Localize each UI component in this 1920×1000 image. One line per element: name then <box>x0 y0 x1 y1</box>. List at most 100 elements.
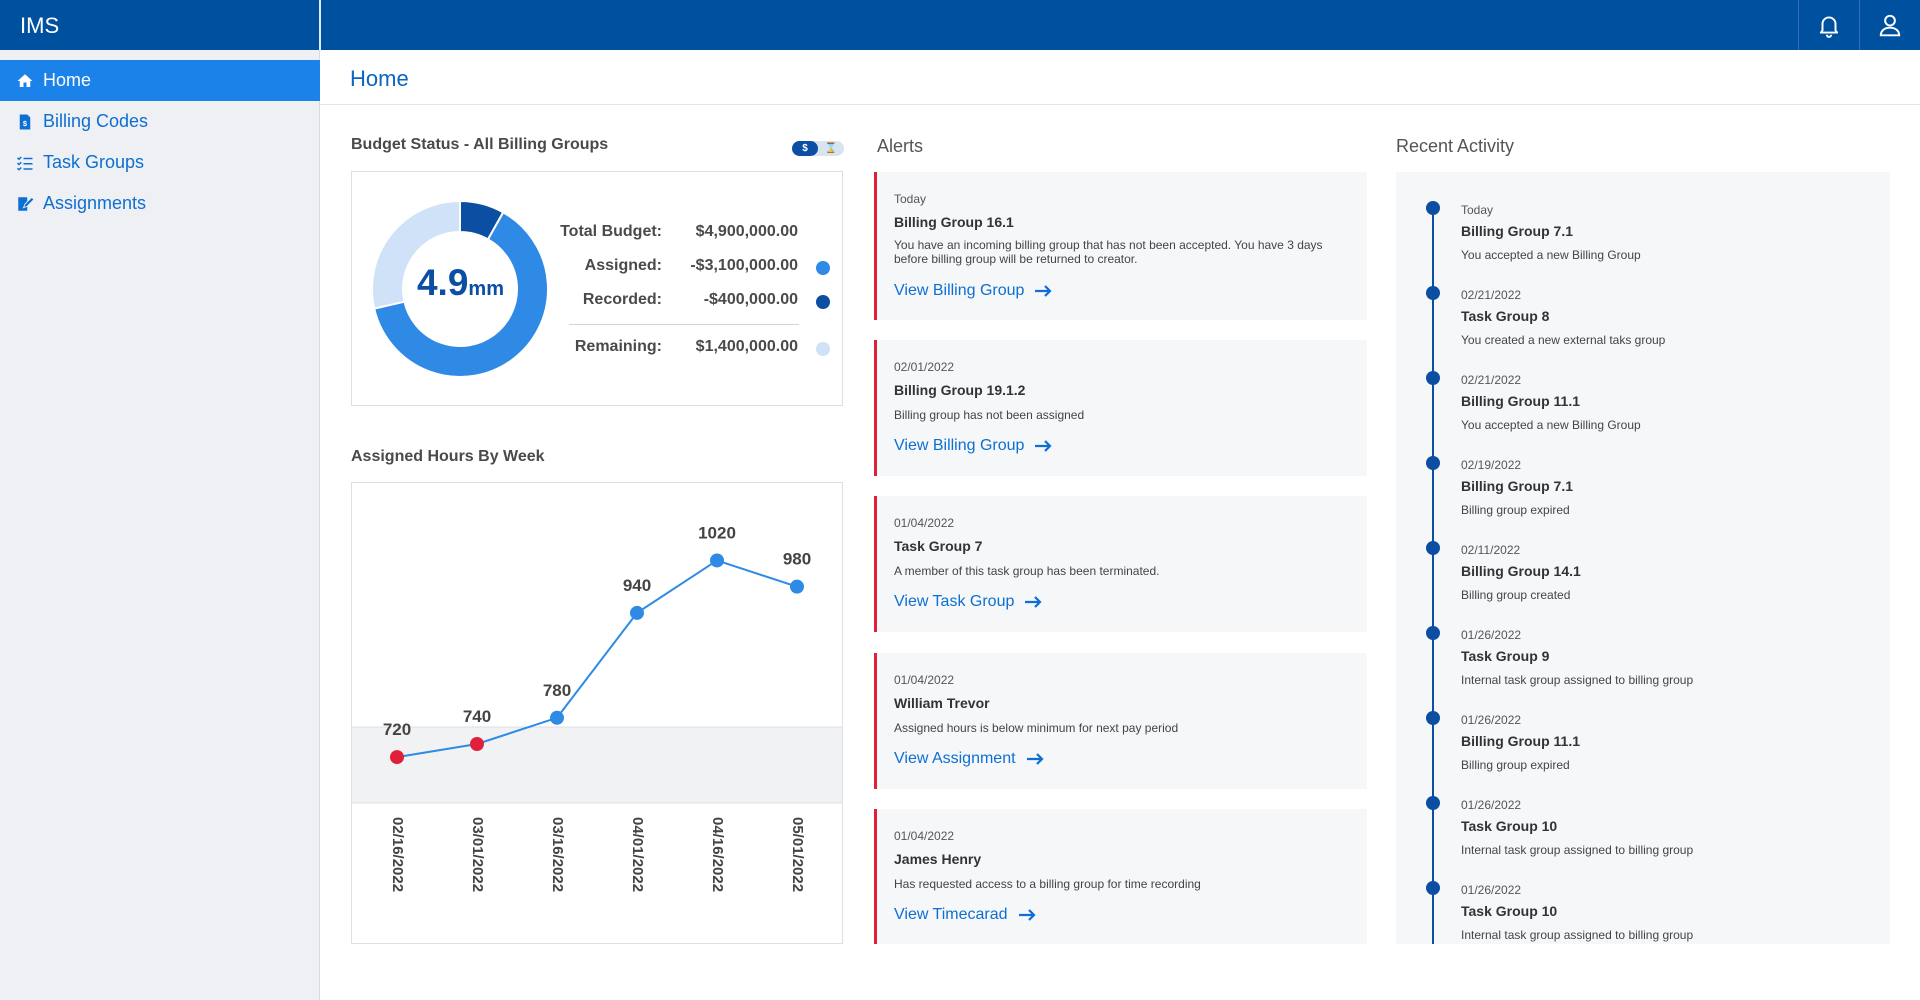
toggle-dollar-option[interactable]: $ <box>792 141 818 156</box>
alert-date: 01/04/2022 <box>894 673 955 687</box>
view-task-group-link[interactable]: View Task Group <box>894 593 1042 611</box>
alert-link-label: View Assignment <box>894 750 1016 767</box>
x-tick-label: 04/16/2022 <box>709 817 726 892</box>
profile-button[interactable] <box>1859 0 1919 50</box>
timeline-dot <box>1426 881 1440 895</box>
edit-document-icon <box>15 194 35 214</box>
sidebar-item-billing-codes[interactable]: $ Billing Codes <box>0 101 320 142</box>
svg-text:$: $ <box>23 118 28 127</box>
data-point[interactable] <box>550 710 564 725</box>
activity-date: Today <box>1461 203 1494 217</box>
budget-row-recorded: Recorded: -$400,000.00 <box>540 291 830 313</box>
alert-card: 01/04/2022 Task Group 7 A member of this… <box>874 496 1367 632</box>
below-minimum-band <box>352 727 842 803</box>
arrow-right-icon <box>1035 440 1052 452</box>
x-tick-label: 04/01/2022 <box>629 817 646 892</box>
x-tick-label: 03/01/2022 <box>469 817 486 892</box>
budget-row-value: $1,400,000.00 <box>695 338 798 355</box>
data-label: 940 <box>623 576 651 595</box>
timeline-line <box>1432 210 1434 944</box>
data-point[interactable] <box>470 737 484 751</box>
sidebar-item-task-groups[interactable]: Task Groups <box>0 142 320 183</box>
notifications-button[interactable] <box>1798 0 1858 50</box>
alert-link-label: View Billing Group <box>894 282 1025 299</box>
activity-title: Billing Group 7.1 <box>1461 223 1574 239</box>
alert-date: 02/01/2022 <box>894 360 955 374</box>
activity-message: You accepted a new Billing Group <box>1461 418 1641 432</box>
topbar-divider <box>319 0 321 50</box>
hours-chart-title: Assigned Hours By Week <box>351 448 545 465</box>
activity-title: Task Group 9 <box>1461 648 1550 664</box>
alert-date: Today <box>894 192 927 206</box>
data-label: 740 <box>463 707 491 726</box>
activity-item: 01/26/2022 Task Group 9 Internal task gr… <box>1396 626 1890 710</box>
view-timecard-link[interactable]: View Timecarad <box>894 906 1036 924</box>
view-billing-group-link[interactable]: View Billing Group <box>894 437 1052 455</box>
data-point[interactable] <box>390 750 404 765</box>
alert-message: A member of this task group has been ter… <box>894 564 1160 578</box>
timeline-dot <box>1426 796 1440 810</box>
sidebar-item-assignments[interactable]: Assignments <box>0 183 320 224</box>
donut-center-number: 4.9 <box>416 262 469 303</box>
page-title-divider <box>320 104 1920 105</box>
arrow-right-icon <box>1025 596 1042 608</box>
budget-unit-toggle[interactable]: $ ⌛ <box>792 141 844 156</box>
budget-divider <box>569 324 799 325</box>
alert-title: Task Group 7 <box>894 538 983 554</box>
activity-item: 01/26/2022 Billing Group 11.1 Billing gr… <box>1396 711 1890 795</box>
activity-title: Billing Group 14.1 <box>1461 563 1581 579</box>
sidebar-item-label: Billing Codes <box>43 111 149 131</box>
alert-title: James Henry <box>894 851 982 867</box>
alert-title: Billing Group 19.1.2 <box>894 382 1026 398</box>
remaining-legend-dot <box>816 342 830 356</box>
alert-card: 02/01/2022 Billing Group 19.1.2 Billing … <box>874 340 1367 476</box>
alert-title: William Trevor <box>894 695 990 711</box>
activity-item: 02/19/2022 Billing Group 7.1 Billing gro… <box>1396 456 1890 540</box>
recent-activity-panel: Today Billing Group 7.1 You accepted a n… <box>1396 172 1890 944</box>
budget-row-assigned: Assigned: -$3,100,000.00 <box>540 257 830 279</box>
arrow-right-icon <box>1026 753 1044 765</box>
budget-row-value: $4,900,000.00 <box>695 223 798 240</box>
timeline-dot <box>1426 456 1440 470</box>
activity-title: Task Group 10 <box>1461 818 1558 834</box>
hourglass-icon[interactable]: ⌛ <box>824 143 838 154</box>
sidebar: Home $ Billing Codes Task Groups Assignm… <box>0 50 320 1000</box>
budget-donut-chart <box>371 199 549 378</box>
view-billing-group-link[interactable]: View Billing Group <box>894 282 1052 300</box>
hours-line-chart: 720 02/16/2022 740 03/01/2022 780 03/16/2022 9… <box>352 523 842 892</box>
timeline-dot <box>1426 626 1440 640</box>
alert-card: 01/04/2022 William Trevor Assigned hours… <box>874 653 1367 789</box>
activity-message: You accepted a new Billing Group <box>1461 248 1641 262</box>
activity-title: Task Group 8 <box>1461 308 1550 324</box>
x-tick-label: 02/16/2022 <box>389 817 406 892</box>
activity-date: 01/26/2022 <box>1461 713 1522 727</box>
activity-item: Today Billing Group 7.1 You accepted a n… <box>1396 201 1890 285</box>
user-icon <box>1879 14 1900 37</box>
donut-slice-remaining <box>371 199 461 310</box>
x-tick-label: 03/16/2022 <box>549 817 566 892</box>
activity-item: 01/26/2022 Task Group 10 Internal task g… <box>1396 881 1890 944</box>
recent-activity-title: Recent Activity <box>1396 136 1515 156</box>
activity-title: Billing Group 7.1 <box>1461 478 1574 494</box>
activity-date: 02/21/2022 <box>1461 373 1522 387</box>
data-label: 1020 <box>698 523 736 542</box>
timeline-dot <box>1426 371 1440 385</box>
data-point[interactable] <box>790 579 804 594</box>
data-point[interactable] <box>710 553 724 568</box>
sidebar-item-label: Task Groups <box>43 152 145 172</box>
donut-slice-assigned <box>373 210 549 378</box>
view-assignment-link[interactable]: View Assignment <box>894 750 1044 768</box>
page-title: Home <box>350 66 409 91</box>
arrow-right-icon <box>1035 285 1052 297</box>
data-point[interactable] <box>630 605 644 620</box>
activity-message: Internal task group assigned to billing … <box>1461 843 1694 857</box>
alert-date: 01/04/2022 <box>894 829 955 843</box>
activity-message: Billing group expired <box>1461 503 1570 517</box>
activity-title: Task Group 10 <box>1461 903 1558 919</box>
assigned-legend-dot <box>816 261 830 275</box>
alert-link-label: View Task Group <box>894 593 1015 610</box>
timeline-dot <box>1426 201 1440 215</box>
checklist-icon <box>15 153 35 173</box>
sidebar-item-home[interactable]: Home <box>0 60 320 101</box>
alert-card: 01/04/2022 James Henry Has requested acc… <box>874 809 1367 944</box>
